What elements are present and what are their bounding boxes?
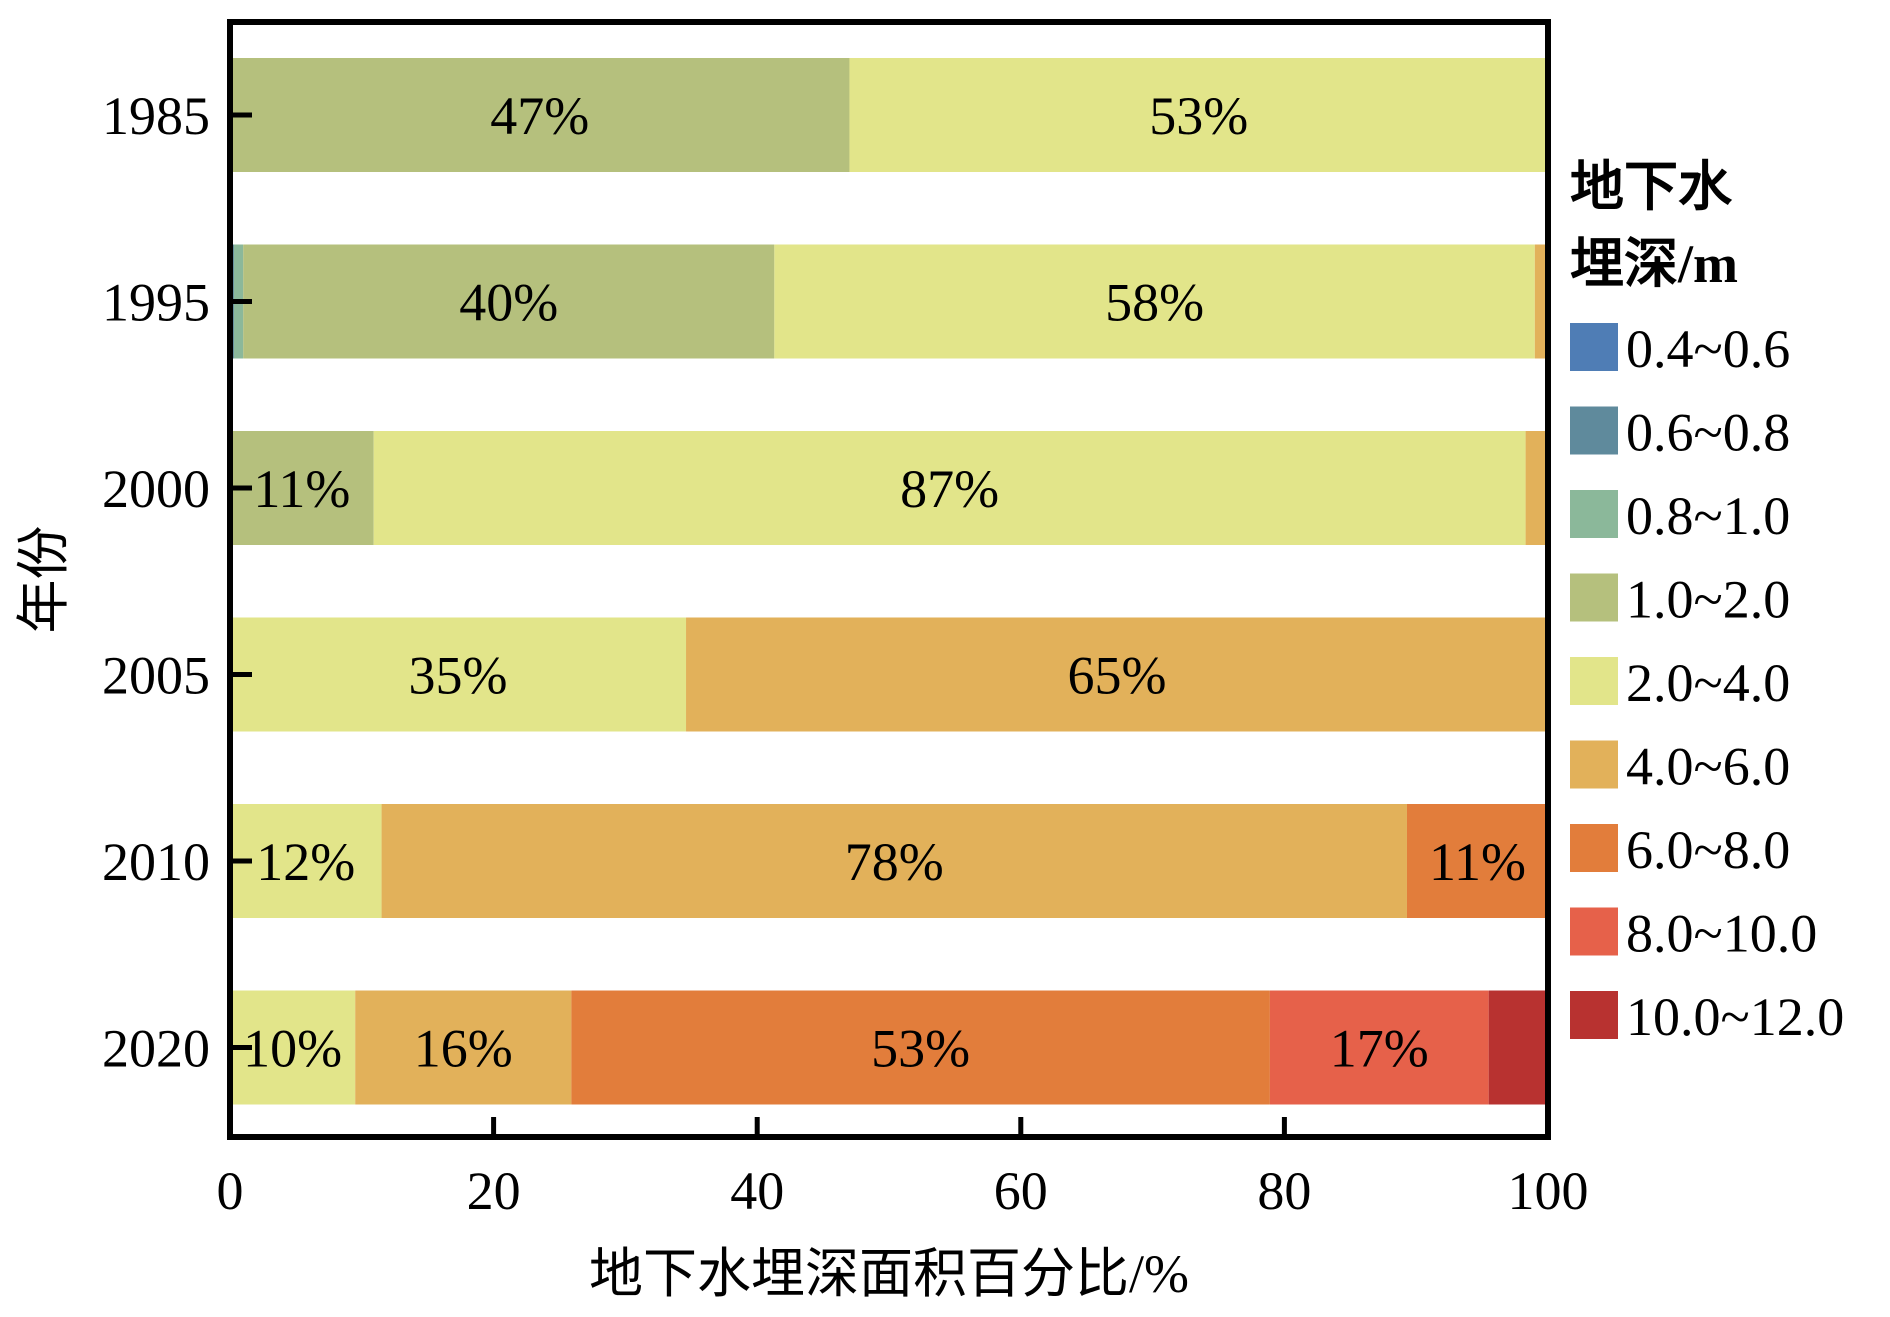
bar-segment-2020-4.0~6.0 — [355, 990, 572, 1105]
x-axis: 0 20 40 60 80 100 — [217, 1117, 1589, 1221]
data-label-2020-8.0~10.0: 17% — [1330, 1019, 1429, 1079]
data-label-1995-1.0~2.0: 40% — [459, 273, 558, 333]
data-label-1985-2.0~4.0: 53% — [1149, 86, 1248, 146]
bar-segment-2020-8.0~10.0 — [1269, 990, 1489, 1105]
bar-segment-2020-6.0~8.0 — [571, 990, 1270, 1105]
bar-segment-1985-2.0~4.0 — [849, 58, 1548, 172]
x-tick-label-40: 40 — [730, 1161, 784, 1221]
x-tick-label-60: 60 — [994, 1161, 1048, 1221]
data-label-2020-6.0~8.0: 53% — [871, 1019, 970, 1079]
bar-segment-1995-4.0~6.0 — [1534, 244, 1548, 359]
legend-swatch-4.0~6.0 — [1570, 740, 1618, 789]
legend: 地下水 埋深/m 0.4~0.6 0.6~0.8 0.8~1.0 1.0~2.0 2.0… — [1570, 157, 1844, 1047]
y-tick-label-2010: 2010 — [102, 832, 210, 892]
legend-label-10.0~12.0: 10.0~12.0 — [1626, 987, 1844, 1047]
bar-segment-2000-2.0~4.0 — [373, 431, 1526, 545]
data-label-2005-2.0~4.0: 35% — [409, 646, 508, 706]
data-label-2010-2.0~4.0: 12% — [256, 832, 355, 892]
x-tick-label-20: 20 — [467, 1161, 521, 1221]
legend-label-4.0~6.0: 4.0~6.0 — [1626, 737, 1790, 797]
bar-segment-1995-2.0~4.0 — [774, 244, 1535, 359]
x-tick-label-0: 0 — [217, 1161, 244, 1221]
legend-swatch-0.4~0.6 — [1570, 323, 1618, 371]
legend-label-0.6~0.8: 0.6~0.8 — [1626, 403, 1790, 463]
legend-label-2.0~4.0: 2.0~4.0 — [1626, 653, 1790, 713]
bar-segment-2000-1.0~2.0 — [230, 431, 374, 545]
y-tick-label-1995: 1995 — [102, 273, 210, 333]
y-tick-label-2020: 2020 — [102, 1019, 210, 1079]
legend-swatch-0.6~0.8 — [1570, 406, 1618, 455]
data-label-2010-4.0~6.0: 78% — [845, 832, 944, 892]
data-label-2020-4.0~6.0: 16% — [414, 1019, 513, 1079]
legend-swatch-8.0~10.0 — [1570, 907, 1618, 956]
bar-segment-2010-4.0~6.0 — [381, 804, 1407, 918]
bar-segment-2010-2.0~4.0 — [230, 804, 382, 918]
y-tick-label-1985: 1985 — [102, 86, 210, 146]
bar-segment-1995-1.0~2.0 — [243, 244, 775, 359]
y-axis-title: 年份 — [14, 526, 74, 634]
legend-label-0.4~0.6: 0.4~0.6 — [1626, 319, 1790, 379]
legend-title-line-1: 地下水 — [1570, 157, 1733, 217]
bar-segment-2005-2.0~4.0 — [230, 617, 687, 732]
bar-segment-2000-4.0~6.0 — [1525, 431, 1548, 545]
bar-segment-2010-6.0~8.0 — [1406, 804, 1548, 918]
data-label-1995-2.0~4.0: 58% — [1105, 273, 1204, 333]
bar-segment-2020-10.0~12.0 — [1488, 990, 1548, 1105]
data-label-2010-6.0~8.0: 11% — [1429, 832, 1526, 892]
plot-frame — [227, 19, 1551, 1140]
legend-label-0.8~1.0: 0.8~1.0 — [1626, 486, 1790, 546]
data-label-2005-4.0~6.0: 65% — [1068, 646, 1167, 706]
y-axis: 1985 1995 2000 2005 2010 2020 — [102, 86, 252, 1079]
data-label-2000-2.0~4.0: 87% — [900, 459, 999, 519]
data-label-1985-1.0~2.0: 47% — [490, 86, 589, 146]
y-tick-label-2005: 2005 — [102, 646, 210, 706]
bar-segment-1985-1.0~2.0 — [230, 58, 850, 172]
legend-label-1.0~2.0: 1.0~2.0 — [1626, 570, 1790, 630]
legend-label-8.0~10.0: 8.0~10.0 — [1626, 904, 1817, 964]
x-tick-label-100: 100 — [1508, 1161, 1589, 1221]
legend-swatch-0.8~1.0 — [1570, 490, 1618, 538]
legend-swatch-10.0~12.0 — [1570, 991, 1618, 1039]
bars-layer — [230, 58, 1548, 1105]
data-label-2020-2.0~4.0: 10% — [243, 1019, 342, 1079]
data-label-2000-1.0~2.0: 11% — [253, 459, 350, 519]
data-labels-layer: 47% 53% 40% 58% 11% 87% 35% 65% 12% 78% 11% 10% 16% 5… — [243, 86, 1526, 1079]
legend-swatch-1.0~2.0 — [1570, 573, 1618, 622]
x-axis-title: 地下水埋深面积百分比/% — [589, 1244, 1189, 1304]
legend-swatch-6.0~8.0 — [1570, 824, 1618, 872]
y-tick-label-2000: 2000 — [102, 459, 210, 519]
legend-swatch-2.0~4.0 — [1570, 657, 1618, 705]
bar-segment-2005-4.0~6.0 — [686, 617, 1548, 732]
x-tick-label-80: 80 — [1257, 1161, 1311, 1221]
legend-title-line-2: 埋深/m — [1570, 234, 1738, 294]
legend-label-6.0~8.0: 6.0~8.0 — [1626, 820, 1790, 880]
